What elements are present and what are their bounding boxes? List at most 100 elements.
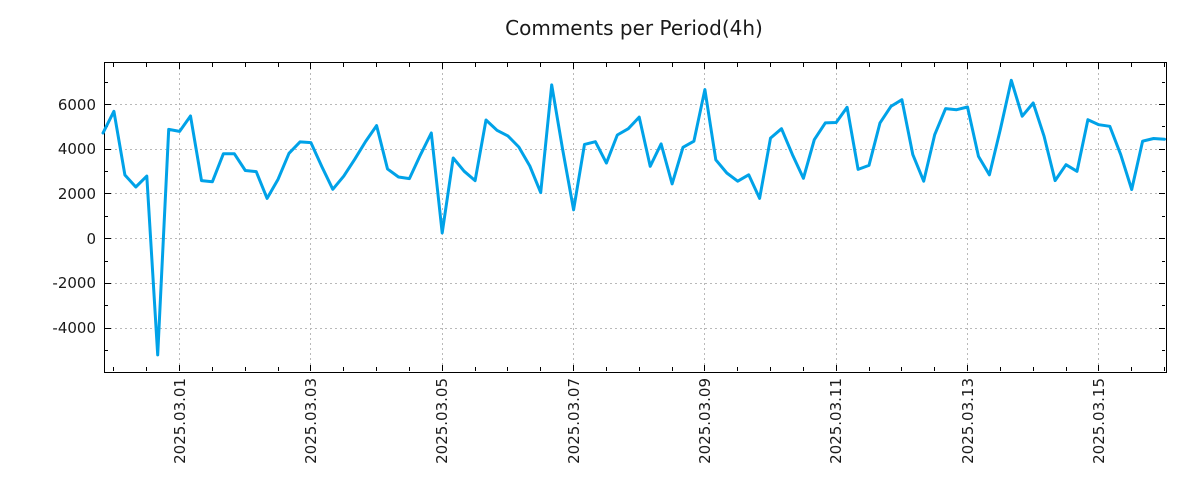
x-minor-tick-top bbox=[179, 63, 181, 67]
x-minor-tick-top bbox=[934, 63, 936, 67]
x-minor-tick-bottom bbox=[671, 367, 673, 371]
x-minor-tick-top bbox=[770, 63, 772, 67]
x-minor-tick-bottom bbox=[408, 367, 410, 371]
x-minor-tick-bottom bbox=[770, 367, 772, 371]
x-minor-tick-bottom bbox=[507, 367, 509, 371]
y-major-tick-left bbox=[105, 148, 111, 150]
x-minor-tick-top bbox=[704, 63, 706, 67]
x-minor-tick-bottom bbox=[474, 367, 476, 371]
x-minor-tick-top bbox=[146, 63, 148, 67]
x-gridline bbox=[835, 63, 837, 371]
x-gridline bbox=[441, 63, 443, 371]
y-minor-tick-right bbox=[1161, 171, 1165, 173]
y-gridline bbox=[105, 327, 1165, 329]
x-minor-tick-top bbox=[573, 63, 575, 67]
x-minor-tick-top bbox=[211, 63, 213, 67]
x-gridline bbox=[573, 63, 575, 371]
y-tick-label: 6000 bbox=[57, 95, 96, 114]
x-minor-tick-top bbox=[999, 63, 1001, 67]
y-minor-tick-left bbox=[105, 349, 108, 351]
y-major-tick-left bbox=[105, 104, 111, 106]
x-minor-tick-top bbox=[802, 63, 804, 67]
y-minor-tick-right bbox=[1161, 305, 1165, 307]
y-tick-label: 2000 bbox=[57, 184, 96, 203]
y-major-tick-right bbox=[1158, 327, 1165, 329]
y-tick-label: -2000 bbox=[52, 274, 96, 293]
x-tick-label: 2025.03.07 bbox=[564, 378, 583, 464]
x-minor-tick-bottom bbox=[868, 367, 870, 371]
x-minor-tick-top bbox=[671, 63, 673, 67]
x-minor-tick-top bbox=[605, 63, 607, 67]
x-minor-tick-bottom bbox=[1065, 367, 1067, 371]
x-minor-tick-top bbox=[376, 63, 378, 67]
x-minor-tick-bottom bbox=[835, 367, 837, 371]
x-minor-tick-bottom bbox=[934, 367, 936, 371]
x-minor-tick-bottom bbox=[573, 367, 575, 371]
x-minor-tick-bottom bbox=[967, 367, 969, 371]
y-minor-tick-left bbox=[105, 305, 108, 307]
x-minor-tick-top bbox=[835, 63, 837, 67]
y-minor-tick-right bbox=[1161, 81, 1165, 83]
x-minor-tick-bottom bbox=[1131, 367, 1133, 371]
y-major-tick-right bbox=[1158, 104, 1165, 106]
y-major-tick-left bbox=[105, 193, 111, 195]
y-gridline bbox=[105, 148, 1165, 150]
x-minor-tick-bottom bbox=[211, 367, 213, 371]
x-minor-tick-bottom bbox=[999, 367, 1001, 371]
x-minor-tick-top bbox=[868, 63, 870, 67]
x-minor-tick-top bbox=[277, 63, 279, 67]
y-tick-label: 0 bbox=[86, 229, 96, 248]
x-gridline bbox=[179, 63, 181, 371]
y-minor-tick-left bbox=[105, 126, 108, 128]
x-minor-tick-top bbox=[507, 63, 509, 67]
x-minor-tick-bottom bbox=[802, 367, 804, 371]
x-minor-tick-top bbox=[1098, 63, 1100, 67]
y-tick-label: -4000 bbox=[52, 319, 96, 338]
x-minor-tick-top bbox=[1032, 63, 1034, 67]
y-major-tick-left bbox=[105, 282, 111, 284]
x-gridline bbox=[1098, 63, 1100, 371]
y-major-tick-left bbox=[105, 327, 111, 329]
x-tick-label: 2025.03.15 bbox=[1089, 378, 1108, 464]
x-minor-tick-top bbox=[1131, 63, 1133, 67]
x-minor-tick-bottom bbox=[343, 367, 345, 371]
x-minor-tick-bottom bbox=[376, 367, 378, 371]
x-minor-tick-bottom bbox=[704, 367, 706, 371]
x-minor-tick-bottom bbox=[310, 367, 312, 371]
y-minor-tick-right bbox=[1161, 126, 1165, 128]
plot-area bbox=[103, 61, 1167, 373]
x-gridline bbox=[310, 63, 312, 371]
y-major-tick-right bbox=[1158, 193, 1165, 195]
x-tick-label: 2025.03.13 bbox=[958, 378, 977, 464]
x-tick-label: 2025.03.05 bbox=[433, 378, 452, 464]
y-minor-tick-left bbox=[105, 215, 108, 217]
x-minor-tick-bottom bbox=[1032, 367, 1034, 371]
x-tick-label: 2025.03.09 bbox=[695, 378, 714, 464]
x-minor-tick-bottom bbox=[113, 367, 115, 371]
x-tick-label: 2025.03.11 bbox=[827, 378, 846, 464]
x-minor-tick-top bbox=[540, 63, 542, 67]
y-gridline bbox=[105, 238, 1165, 240]
y-tick-label: 4000 bbox=[57, 140, 96, 159]
x-minor-tick-top bbox=[474, 63, 476, 67]
x-tick-label: 2025.03.01 bbox=[170, 378, 189, 464]
x-minor-tick-bottom bbox=[146, 367, 148, 371]
y-major-tick-right bbox=[1158, 238, 1165, 240]
y-minor-tick-left bbox=[105, 81, 108, 83]
x-minor-tick-top bbox=[638, 63, 640, 67]
x-minor-tick-bottom bbox=[1164, 367, 1165, 371]
x-minor-tick-top bbox=[408, 63, 410, 67]
x-minor-tick-bottom bbox=[277, 367, 279, 371]
x-minor-tick-top bbox=[967, 63, 969, 67]
y-gridline bbox=[105, 193, 1165, 195]
x-minor-tick-top bbox=[1164, 63, 1165, 67]
y-minor-tick-left bbox=[105, 171, 108, 173]
x-tick-label: 2025.03.03 bbox=[301, 378, 320, 464]
y-major-tick-right bbox=[1158, 148, 1165, 150]
x-minor-tick-bottom bbox=[638, 367, 640, 371]
x-minor-tick-bottom bbox=[901, 367, 903, 371]
x-minor-tick-bottom bbox=[244, 367, 246, 371]
y-minor-tick-right bbox=[1161, 260, 1165, 262]
x-minor-tick-bottom bbox=[605, 367, 607, 371]
x-minor-tick-bottom bbox=[1098, 367, 1100, 371]
